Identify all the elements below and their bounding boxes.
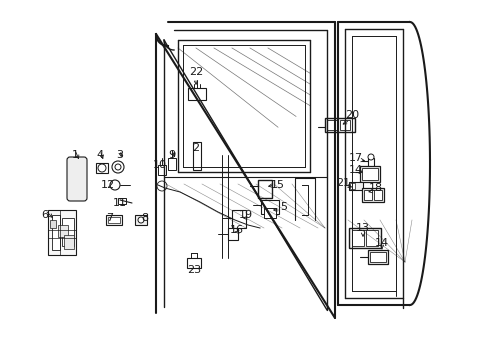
Circle shape: [112, 161, 124, 173]
Text: 9: 9: [168, 150, 175, 160]
Bar: [365, 230, 377, 246]
Circle shape: [72, 188, 82, 198]
Circle shape: [157, 181, 167, 191]
Bar: [96, 163, 108, 173]
Text: 5: 5: [280, 202, 287, 212]
Text: 16: 16: [229, 225, 244, 235]
Text: 22: 22: [188, 67, 203, 77]
Text: 3: 3: [116, 150, 123, 160]
Bar: [363, 190, 371, 200]
Text: 23: 23: [186, 265, 201, 275]
Text: 6: 6: [41, 210, 48, 220]
Text: 18: 18: [368, 183, 382, 193]
Circle shape: [98, 164, 106, 172]
Text: 17: 17: [348, 153, 362, 163]
FancyBboxPatch shape: [67, 157, 87, 201]
Circle shape: [115, 164, 121, 170]
Bar: [348, 228, 380, 248]
Bar: [70, 162, 84, 194]
Text: 19: 19: [239, 210, 253, 220]
Text: 21: 21: [335, 178, 349, 188]
Bar: [339, 120, 349, 130]
Circle shape: [367, 154, 373, 160]
Bar: [349, 183, 354, 189]
Text: 11: 11: [113, 198, 127, 208]
Bar: [325, 118, 354, 132]
Bar: [72, 163, 82, 193]
Bar: [359, 166, 379, 182]
Text: 7: 7: [106, 213, 113, 223]
Bar: [64, 235, 74, 249]
Bar: [168, 158, 176, 170]
Bar: [48, 210, 76, 255]
Bar: [373, 190, 381, 200]
Circle shape: [138, 217, 143, 223]
Bar: [50, 220, 56, 228]
Text: 13: 13: [355, 223, 369, 233]
Bar: [158, 165, 165, 175]
Circle shape: [110, 180, 120, 190]
Bar: [108, 217, 120, 223]
Bar: [261, 200, 279, 214]
Bar: [58, 225, 68, 237]
Text: 2: 2: [192, 143, 199, 153]
Text: 15: 15: [270, 180, 285, 190]
Bar: [367, 250, 387, 264]
Text: 8: 8: [141, 213, 148, 223]
Text: 12: 12: [101, 180, 115, 190]
Text: 14: 14: [348, 165, 362, 175]
Bar: [106, 215, 122, 225]
Bar: [52, 215, 60, 250]
Text: 20: 20: [344, 110, 358, 120]
Bar: [118, 198, 126, 204]
Text: 10: 10: [153, 160, 167, 170]
Bar: [348, 182, 362, 190]
Bar: [361, 168, 377, 180]
Bar: [231, 210, 245, 228]
Circle shape: [72, 158, 82, 168]
Bar: [367, 158, 373, 172]
Bar: [326, 120, 336, 130]
Bar: [193, 142, 201, 170]
Bar: [264, 208, 275, 218]
Bar: [351, 230, 363, 246]
Bar: [62, 218, 74, 246]
Bar: [186, 258, 201, 268]
Text: 4: 4: [96, 150, 103, 160]
Bar: [227, 228, 238, 240]
Text: 14: 14: [374, 238, 388, 248]
Bar: [187, 88, 205, 100]
Bar: [369, 252, 385, 262]
Bar: [258, 180, 271, 198]
Bar: [135, 215, 147, 225]
Bar: [361, 188, 383, 202]
Text: 1: 1: [71, 150, 79, 160]
